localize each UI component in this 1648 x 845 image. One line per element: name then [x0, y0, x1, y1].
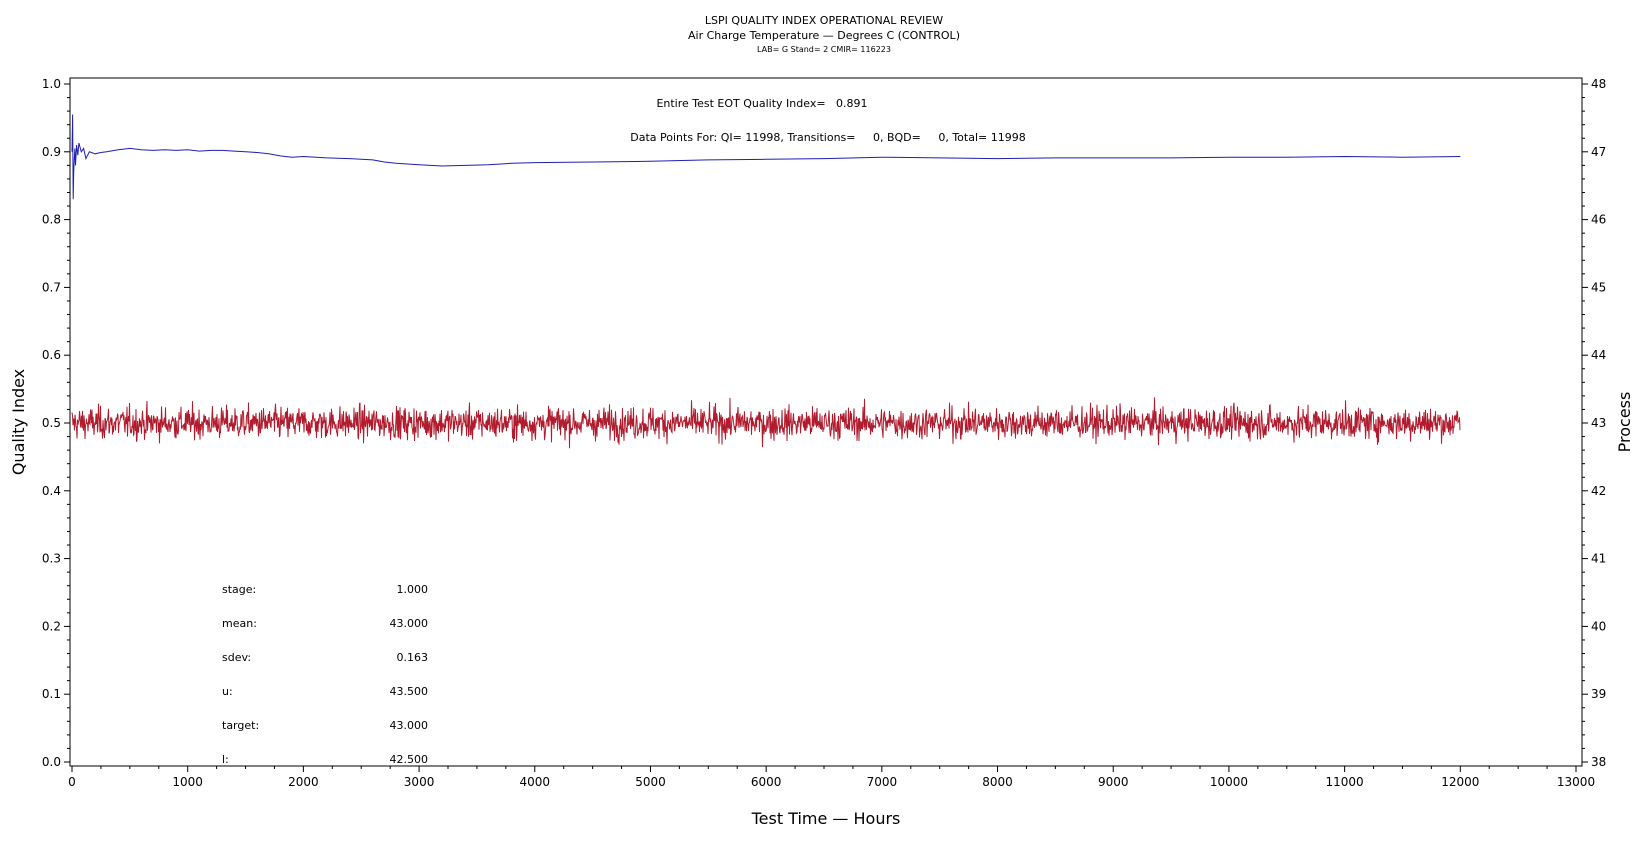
y-axis-label: Quality Index: [9, 369, 28, 475]
x-tick-label: 1000: [172, 775, 203, 789]
x-tick-label: 2000: [288, 775, 319, 789]
y2-tick-label: 38: [1591, 755, 1606, 769]
x-axis: 0 1000 2000 3000 4000 5000 6000 7000 8000 9000 100…: [68, 766, 1595, 789]
x-tick-label: 8000: [982, 775, 1013, 789]
process-series: [71, 397, 1461, 449]
x-tick-label: 6000: [751, 775, 782, 789]
stat-label: target:: [222, 719, 259, 732]
y-axis-right: 38 39 40 41 42 43 44 45 46 47 48: [1582, 77, 1606, 769]
y-tick-label: 0.1: [42, 687, 61, 701]
x-tick-label: 11000: [1326, 775, 1364, 789]
x-tick-label: 10000: [1210, 775, 1248, 789]
x-tick-label: 12000: [1441, 775, 1479, 789]
y-tick-label: 0.9: [42, 145, 61, 159]
y-tick-label: 0.2: [42, 619, 61, 633]
process-line: [71, 397, 1461, 449]
x-tick-label: 7000: [867, 775, 898, 789]
y-axis-left: 0.0 0.1 0.2 0.3 0.4 0.5 0.6 0.7 0.8 0.9 1.0: [42, 77, 70, 769]
quality-index-series: [71, 114, 1461, 200]
stat-label: l:: [222, 753, 229, 766]
stat-value: 43.000: [390, 617, 429, 630]
stat-value: 43.500: [390, 685, 429, 698]
x-tick-label: 13000: [1557, 775, 1595, 789]
x-axis-label: Test Time — Hours: [751, 809, 901, 828]
y-tick-label: 0.6: [42, 348, 61, 362]
y-tick-label: 0.7: [42, 280, 61, 294]
y-tick-label: 0.0: [42, 755, 61, 769]
stat-value: 1.000: [397, 583, 429, 596]
x-tick-label: 0: [68, 775, 76, 789]
chart-title: LSPI QUALITY INDEX OPERATIONAL REVIEW: [705, 14, 943, 27]
y2-tick-label: 40: [1591, 619, 1606, 633]
y2-tick-label: 44: [1591, 348, 1606, 362]
stats-table: stage: 1.000 mean: 43.000 sdev: 0.163 u: 43.500…: [222, 583, 428, 766]
chart-subtitle: Air Charge Temperature — Degrees C (CONT…: [688, 29, 960, 42]
x-tick-label: 9000: [1098, 775, 1129, 789]
y2-tick-label: 47: [1591, 145, 1606, 159]
stat-value: 42.500: [390, 753, 429, 766]
x-tick-label: 5000: [635, 775, 666, 789]
y-tick-label: 0.8: [42, 213, 61, 227]
y2-tick-label: 46: [1591, 213, 1606, 227]
plot-frame: [69, 77, 1583, 767]
stat-label: sdev:: [222, 651, 251, 664]
y-tick-label: 0.3: [42, 552, 61, 566]
y-tick-label: 1.0: [42, 77, 61, 91]
stat-value: 0.163: [397, 651, 429, 664]
stat-label: mean:: [222, 617, 257, 630]
stat-value: 43.000: [390, 719, 429, 732]
y2-axis-label: Process: [1615, 392, 1634, 453]
y-tick-label: 0.4: [42, 484, 61, 498]
y2-tick-label: 42: [1591, 484, 1606, 498]
x-tick-label: 3000: [404, 775, 435, 789]
qi-summary-annotation: Entire Test EOT Quality Index= 0.891: [656, 97, 867, 110]
y2-tick-label: 48: [1591, 77, 1606, 91]
stat-label: stage:: [222, 583, 256, 596]
y2-tick-label: 45: [1591, 280, 1606, 294]
data-points-annotation: Data Points For: QI= 11998, Transitions=…: [630, 131, 1025, 144]
chart-subtitle-2: LAB= G Stand= 2 CMIR= 116223: [757, 45, 891, 54]
y2-tick-label: 41: [1591, 552, 1606, 566]
stat-label: u:: [222, 685, 233, 698]
y2-tick-label: 43: [1591, 416, 1606, 430]
x-tick-label: 4000: [519, 775, 550, 789]
y-tick-label: 0.5: [42, 416, 61, 430]
y2-tick-label: 39: [1591, 687, 1606, 701]
